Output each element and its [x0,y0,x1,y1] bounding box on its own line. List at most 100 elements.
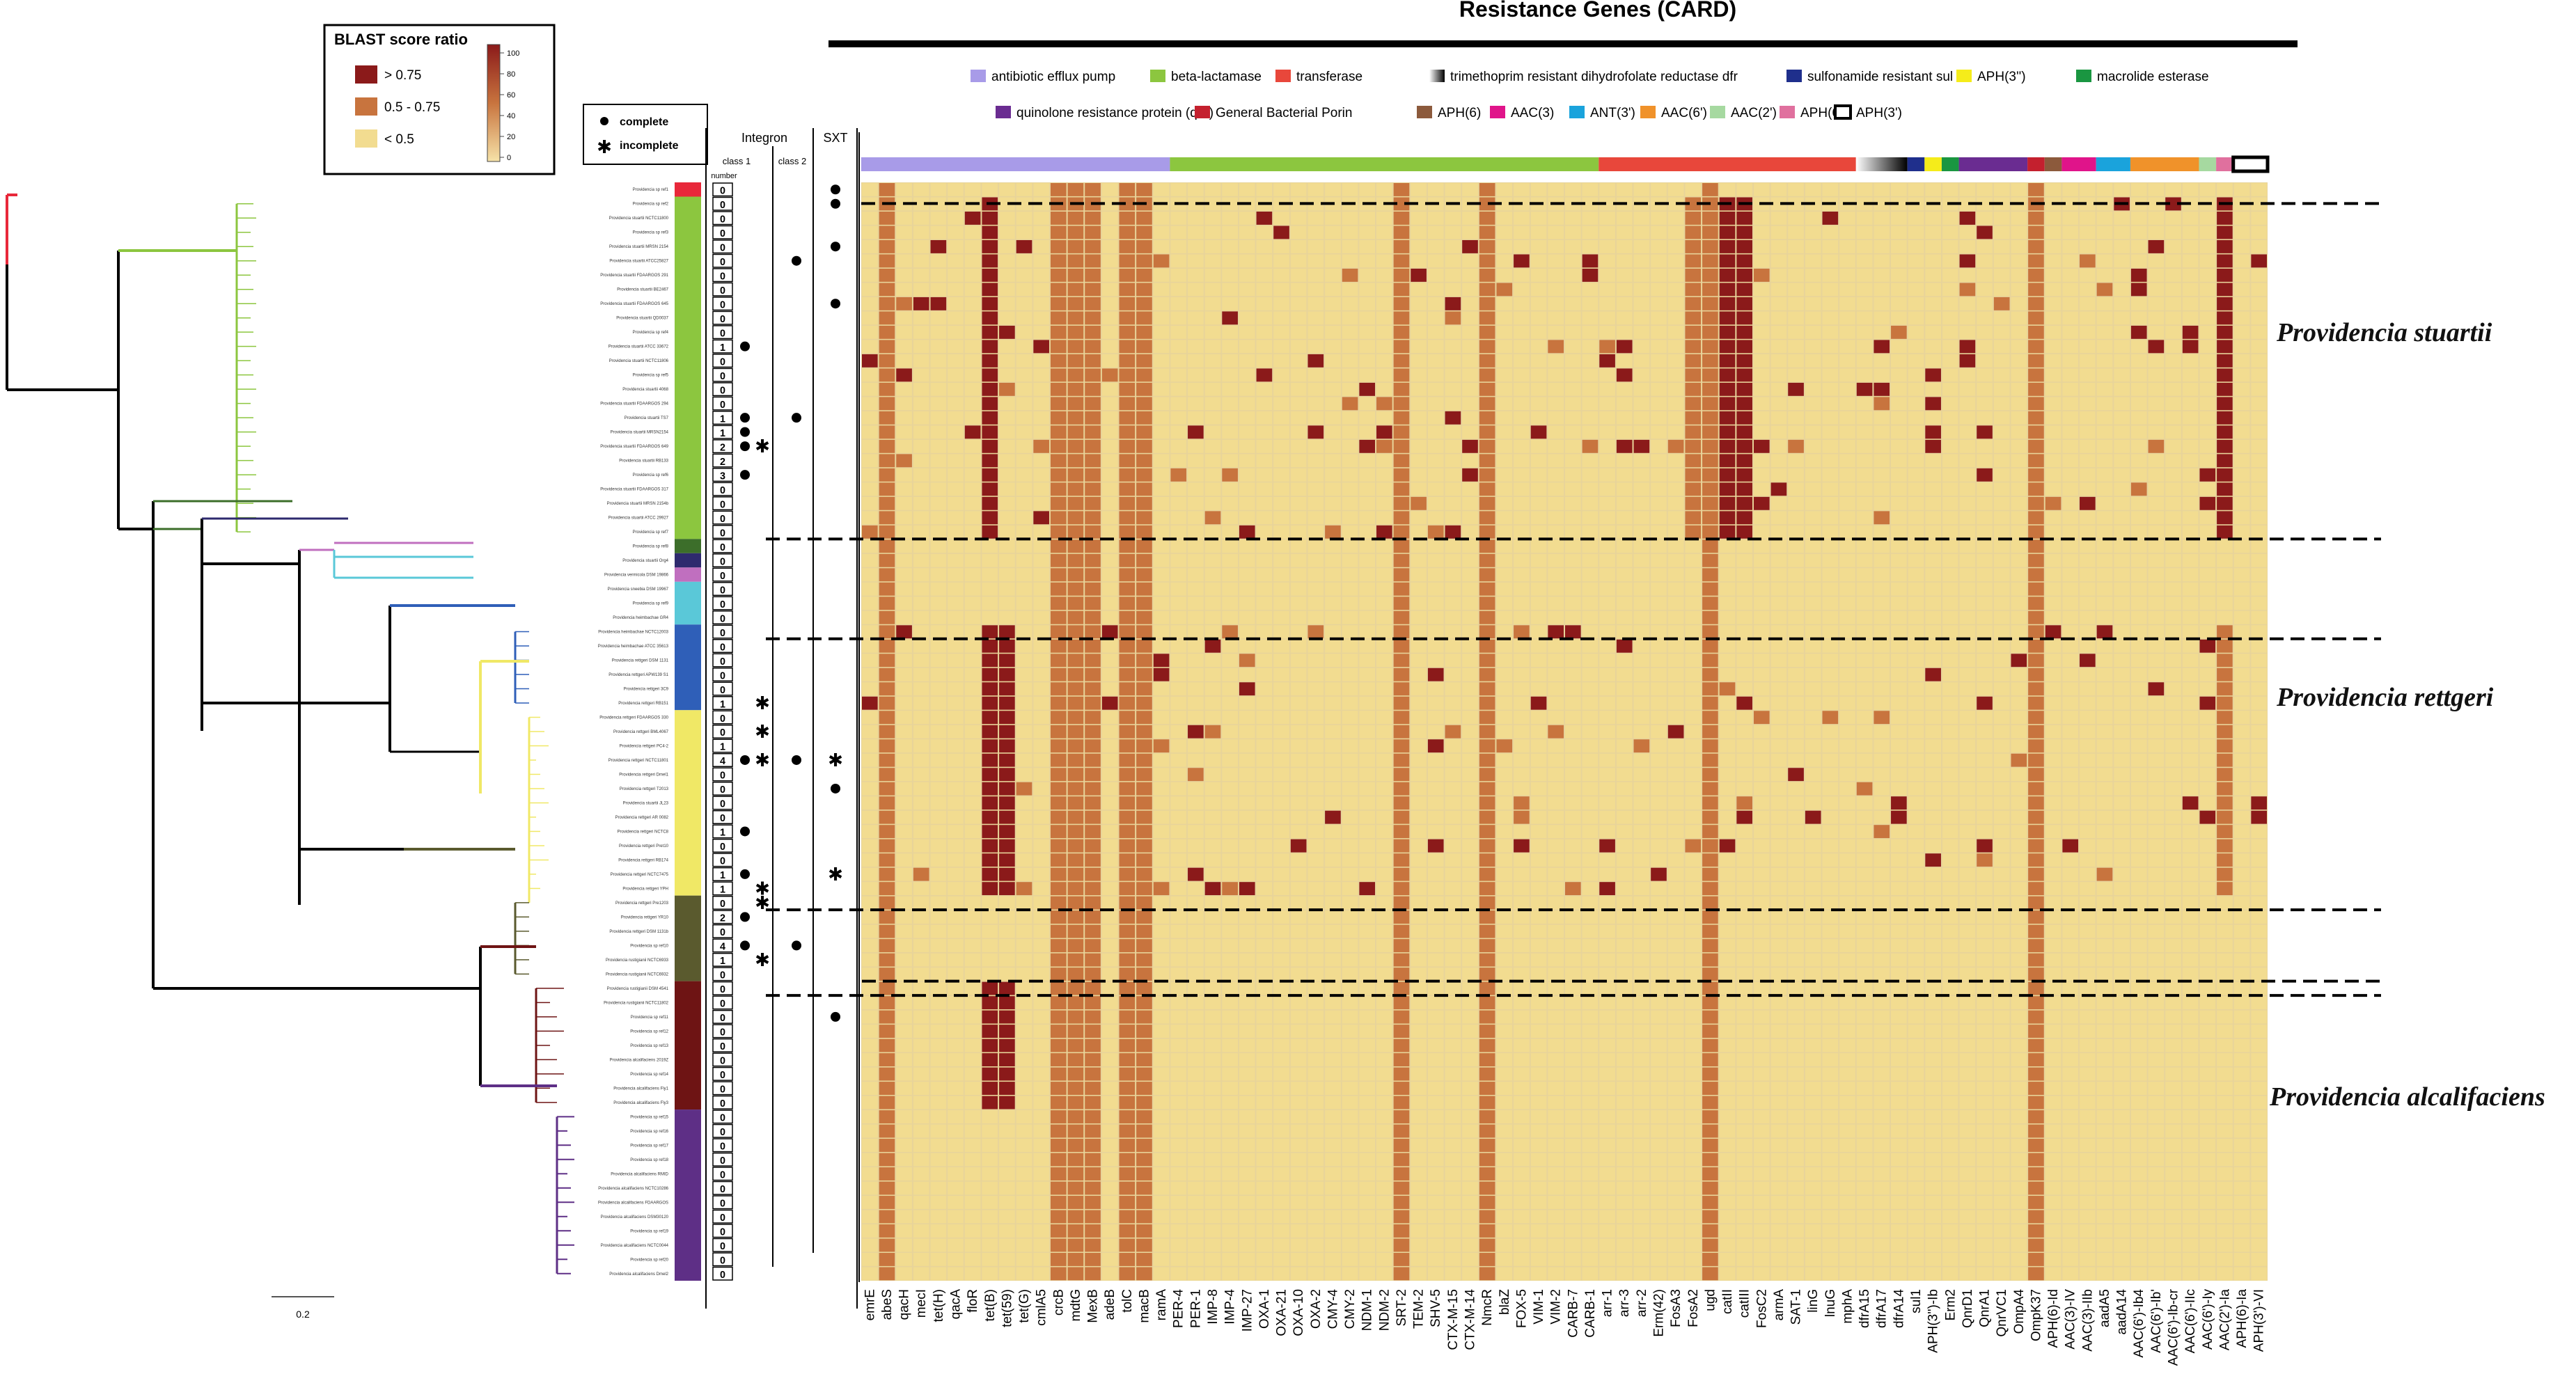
heatmap-cell [1307,239,1324,253]
heatmap-cell [896,268,912,282]
heatmap-cell [1016,382,1032,396]
heatmap-cell [2062,582,2079,596]
heatmap-cell [1925,439,1941,453]
heatmap-cell [2251,924,2267,938]
class2-header: class 2 [778,156,806,166]
heatmap-cell [948,753,964,767]
heatmap-cell [1016,539,1032,553]
heatmap-cell [1753,525,1770,539]
heatmap-cell [1856,839,1873,853]
heatmap-cell [2217,239,2233,253]
heatmap-cell [1239,340,1255,354]
heatmap-cell [2251,211,2267,225]
heatmap-cell [1736,297,1752,310]
heatmap-cell [2182,568,2199,582]
heatmap-cell [1119,839,1136,853]
heatmap-cell [1273,782,1289,796]
heatmap-cell [1530,239,1547,253]
heatmap-cell [1393,482,1410,496]
heatmap-cell [1085,368,1101,382]
heatmap-cell [2199,839,2216,853]
heatmap-cell [1119,625,1136,639]
heatmap-cell [1822,582,1839,596]
heatmap-cell [1136,468,1152,482]
heatmap-cell [1101,197,1118,211]
heatmap-cell [1667,839,1684,853]
heatmap-cell [1770,910,1787,924]
heatmap-cell [1616,768,1633,782]
heatmap-cell [2028,425,2044,439]
heatmap-cell [2217,810,2233,824]
heatmap-cell [1376,511,1392,525]
heatmap-cell [2028,226,2044,239]
heatmap-cell [1599,582,1615,596]
heatmap-cell [2096,382,2113,396]
heatmap-cell [1753,368,1770,382]
heatmap-cell [1153,568,1170,582]
heatmap-cell [896,796,912,810]
heatmap-cell [1393,639,1410,653]
heatmap-cell [2233,682,2250,696]
heatmap-cell [1101,654,1118,668]
heatmap-cell [1462,739,1478,753]
heatmap-cell [2114,340,2130,354]
heatmap-cell [2011,311,2027,325]
heatmap-cell [1651,610,1667,624]
heatmap-cell [1445,525,1461,539]
heatmap-cell [2199,882,2216,896]
heatmap-cell [1942,768,1958,782]
heatmap-cell [2062,953,2079,967]
heatmap-cell [1033,610,1049,624]
heatmap-cell [1479,382,1495,396]
heatmap-cell [1222,525,1238,539]
heatmap-cell [1616,825,1633,839]
heatmap-cell [1977,311,1993,325]
heatmap-cell [1719,853,1736,867]
heatmap-cell [1719,382,1736,396]
heatmap-cell [1325,539,1341,553]
heatmap-cell [1479,425,1495,439]
heatmap-cell [1445,368,1461,382]
heatmap-cell [1685,882,1702,896]
heatmap-cell [1050,354,1067,368]
heatmap-cell [1273,639,1289,653]
heatmap-cell [2114,682,2130,696]
heatmap-cell [1685,910,1702,924]
heatmap-cell [2080,725,2096,739]
heatmap-cell [2199,482,2216,496]
heatmap-cell [2233,910,2250,924]
heatmap-cell [1376,682,1392,696]
heatmap-cell [1067,454,1084,468]
heatmap-cell [1667,696,1684,710]
heatmap-cell [1307,539,1324,553]
strain-label: Providencia rettgeri Pre1203 [615,901,669,906]
heatmap-cell [2182,239,2199,253]
heatmap-cell [1204,568,1221,582]
heatmap-cell [1033,525,1049,539]
heatmap-cell [862,226,878,239]
heatmap-cell [1290,553,1307,567]
heatmap-cell [1153,539,1170,553]
heatmap-cell [1599,268,1615,282]
heatmap-cell [1548,411,1564,425]
heatmap-cell [1290,468,1307,482]
heatmap-cell [1239,896,1255,910]
heatmap-cell [1188,496,1204,510]
heatmap-cell [879,882,895,896]
heatmap-cell [1702,696,1718,710]
heatmap-cell [1651,782,1667,796]
heatmap-cell [1856,525,1873,539]
heatmap-cell [1359,668,1376,681]
heatmap-cell [2114,482,2130,496]
heatmap-cell [1788,496,1804,510]
heatmap-cell [1599,739,1615,753]
heatmap-cell [2011,496,2027,510]
heatmap-cell [2233,896,2250,910]
strain-label: Providencia stuartii NCTC11800 [609,216,669,221]
heatmap-cell [1359,654,1376,668]
heatmap-cell [1959,867,1976,881]
heatmap-cell [1016,853,1032,867]
heatmap-cell [1325,340,1341,354]
heatmap-cell [1839,482,1855,496]
heatmap-cell [1085,753,1101,767]
